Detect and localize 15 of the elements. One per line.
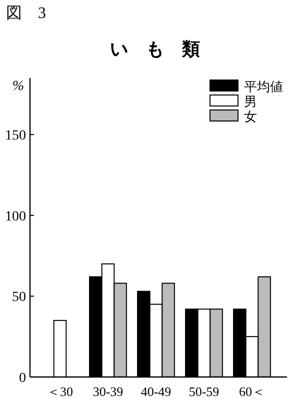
- chart-title: い も 類: [110, 39, 200, 59]
- y-axis-title: %: [12, 79, 24, 94]
- legend-label: 平均値: [244, 79, 283, 94]
- x-tick-label: ＜30: [47, 384, 73, 399]
- x-tick-label: 60＜: [239, 384, 265, 399]
- y-tick-label: 100: [5, 209, 26, 224]
- y-tick-label: 150: [5, 128, 26, 144]
- x-tick-label: 40-49: [140, 384, 172, 399]
- legend-label: 女: [244, 109, 257, 124]
- legend-label: 男: [244, 94, 257, 109]
- y-tick-label: 0: [19, 371, 26, 386]
- y-tick-label: 50: [12, 290, 26, 306]
- x-tick-label: 50-59: [188, 384, 220, 399]
- caption: 図 3: [6, 5, 46, 22]
- x-tick-label: 30-39: [92, 384, 124, 399]
